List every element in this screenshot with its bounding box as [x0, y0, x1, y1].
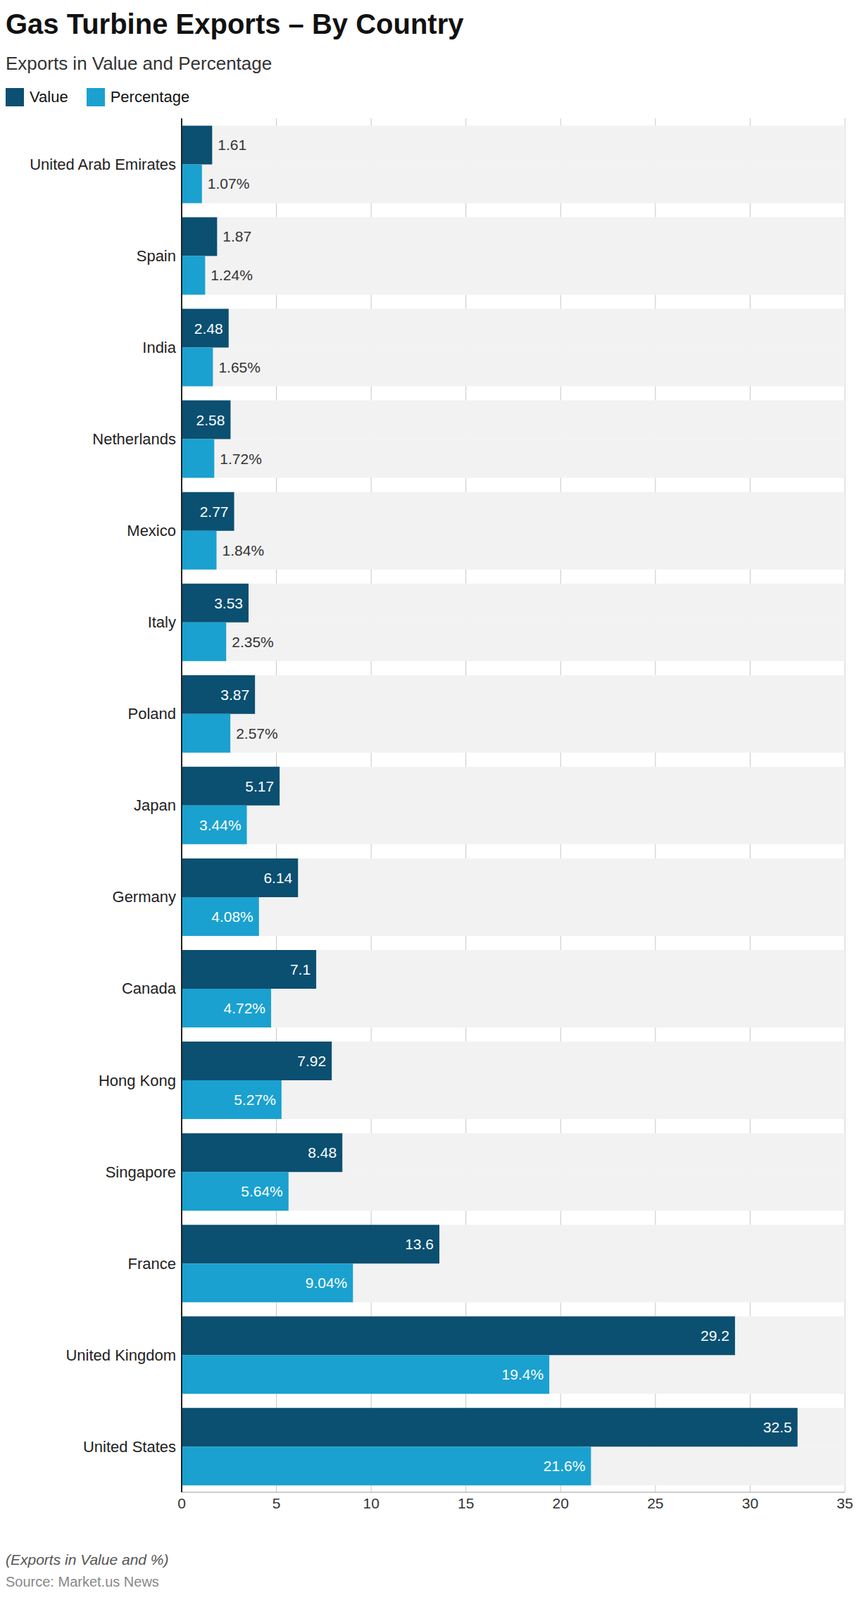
svg-text:13.6: 13.6	[404, 1235, 434, 1252]
svg-text:8.48: 8.48	[307, 1144, 337, 1161]
svg-text:Spain: Spain	[136, 247, 177, 265]
svg-text:4.08%: 4.08%	[211, 908, 254, 925]
svg-text:1.65%: 1.65%	[218, 359, 261, 376]
svg-text:7.1: 7.1	[290, 961, 311, 978]
html-text:Exports in Value and Percentag: Exports in Value and Percentage	[5, 52, 272, 74]
svg-text:32.5: 32.5	[763, 1418, 793, 1435]
html-text:Value: Value	[29, 88, 69, 106]
svg-text:3.53: 3.53	[214, 594, 243, 612]
svg-text:5.17: 5.17	[245, 778, 274, 795]
svg-text:Poland: Poland	[127, 704, 177, 723]
svg-text:9.04%: 9.04%	[305, 1274, 348, 1291]
svg-text:1.84%: 1.84%	[222, 542, 265, 559]
svg-text:10: 10	[362, 1494, 379, 1511]
svg-text:2.48: 2.48	[194, 320, 224, 337]
svg-text:Netherlands: Netherlands	[92, 430, 177, 448]
svg-text:Canada: Canada	[121, 979, 177, 998]
html-text:Percentage: Percentage	[110, 88, 190, 106]
svg-text:6.14: 6.14	[263, 869, 293, 886]
svg-text:1.61: 1.61	[217, 136, 247, 153]
svg-text:United States: United States	[83, 1437, 177, 1456]
svg-text:1.24%: 1.24%	[210, 266, 253, 284]
svg-text:19.4%: 19.4%	[502, 1365, 545, 1383]
svg-text:3.44%: 3.44%	[199, 816, 242, 833]
svg-text:4.72%: 4.72%	[223, 999, 266, 1017]
svg-text:3.87: 3.87	[220, 686, 250, 703]
svg-text:Italy: Italy	[147, 613, 177, 631]
svg-text:France: France	[128, 1254, 177, 1273]
svg-text:Mexico: Mexico	[126, 521, 177, 540]
html-text:(Exports in Value and %): (Exports in Value and %)	[5, 1551, 169, 1568]
svg-text:2.77: 2.77	[199, 503, 229, 520]
svg-text:India: India	[142, 338, 177, 357]
html-text:Gas Turbine Exports – By Count: Gas Turbine Exports – By Country	[5, 8, 464, 40]
svg-text:United Arab Emirates: United Arab Emirates	[29, 155, 177, 174]
svg-text:1.87: 1.87	[222, 228, 252, 245]
svg-text:Germany: Germany	[112, 887, 177, 906]
svg-text:5: 5	[272, 1494, 281, 1511]
html-text:Source: Market.us News: Source: Market.us News	[5, 1573, 160, 1590]
svg-text:2.58: 2.58	[196, 411, 226, 429]
svg-text:29.2: 29.2	[700, 1327, 730, 1344]
svg-text:Singapore: Singapore	[105, 1163, 177, 1181]
svg-text:5.64%: 5.64%	[240, 1182, 284, 1200]
svg-text:20: 20	[552, 1494, 569, 1511]
svg-text:2.35%: 2.35%	[231, 633, 274, 650]
svg-text:15: 15	[457, 1494, 474, 1511]
svg-text:25: 25	[647, 1494, 664, 1511]
svg-text:1.07%: 1.07%	[207, 175, 250, 192]
svg-text:5.27%: 5.27%	[233, 1091, 277, 1108]
svg-text:2.57%: 2.57%	[235, 725, 279, 742]
svg-text:7.92: 7.92	[297, 1052, 326, 1069]
svg-text:30: 30	[742, 1494, 759, 1511]
svg-text:0: 0	[177, 1494, 186, 1511]
svg-text:21.6%: 21.6%	[543, 1457, 586, 1474]
svg-text:1.72%: 1.72%	[219, 450, 262, 467]
svg-text:Japan: Japan	[133, 796, 177, 814]
svg-text:United Kingdom: United Kingdom	[65, 1346, 177, 1364]
svg-text:Hong Kong: Hong Kong	[98, 1071, 177, 1090]
svg-text:35: 35	[836, 1494, 853, 1511]
